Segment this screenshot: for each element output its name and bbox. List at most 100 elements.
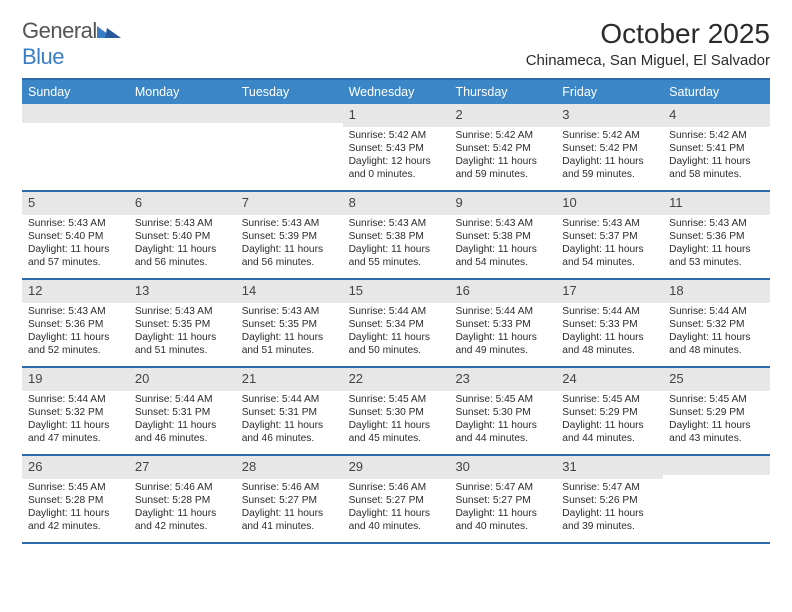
daylight-line2: and 42 minutes.	[135, 520, 230, 533]
sunrise-text: Sunrise: 5:46 AM	[242, 481, 337, 494]
day-number: 1	[349, 107, 356, 122]
week-row: 1Sunrise: 5:42 AMSunset: 5:43 PMDaylight…	[22, 104, 770, 192]
daylight-line1: Daylight: 11 hours	[562, 331, 657, 344]
daylight-line1: Daylight: 11 hours	[562, 507, 657, 520]
daylight-line2: and 48 minutes.	[562, 344, 657, 357]
calendar-cell: 1Sunrise: 5:42 AMSunset: 5:43 PMDaylight…	[343, 104, 450, 190]
week-row: 19Sunrise: 5:44 AMSunset: 5:32 PMDayligh…	[22, 368, 770, 456]
daynum-bar: 16	[449, 280, 556, 303]
daylight-line1: Daylight: 11 hours	[455, 419, 550, 432]
daylight-line2: and 46 minutes.	[242, 432, 337, 445]
day-number: 31	[562, 459, 576, 474]
sunrise-text: Sunrise: 5:47 AM	[455, 481, 550, 494]
daylight-line1: Daylight: 11 hours	[349, 419, 444, 432]
sunset-text: Sunset: 5:39 PM	[242, 230, 337, 243]
calendar-cell: 3Sunrise: 5:42 AMSunset: 5:42 PMDaylight…	[556, 104, 663, 190]
cell-body: Sunrise: 5:45 AMSunset: 5:28 PMDaylight:…	[22, 479, 129, 537]
sunset-text: Sunset: 5:30 PM	[349, 406, 444, 419]
daylight-line2: and 54 minutes.	[562, 256, 657, 269]
cell-body: Sunrise: 5:44 AMSunset: 5:33 PMDaylight:…	[449, 303, 556, 361]
daylight-line2: and 46 minutes.	[135, 432, 230, 445]
day-number: 5	[28, 195, 35, 210]
daylight-line1: Daylight: 11 hours	[455, 331, 550, 344]
daylight-line2: and 56 minutes.	[135, 256, 230, 269]
location: Chinameca, San Miguel, El Salvador	[526, 52, 770, 69]
day-header: Friday	[556, 80, 663, 104]
day-number: 23	[455, 371, 469, 386]
day-number: 30	[455, 459, 469, 474]
daynum-bar: 14	[236, 280, 343, 303]
daynum-bar: 9	[449, 192, 556, 215]
daylight-line1: Daylight: 11 hours	[562, 243, 657, 256]
sunset-text: Sunset: 5:40 PM	[28, 230, 123, 243]
daylight-line2: and 48 minutes.	[669, 344, 764, 357]
day-number: 24	[562, 371, 576, 386]
header: General Blue October 2025 Chinameca, San…	[22, 18, 770, 70]
daylight-line2: and 41 minutes.	[242, 520, 337, 533]
day-number: 9	[455, 195, 462, 210]
cell-body: Sunrise: 5:47 AMSunset: 5:27 PMDaylight:…	[449, 479, 556, 537]
cell-body: Sunrise: 5:42 AMSunset: 5:41 PMDaylight:…	[663, 127, 770, 185]
day-header: Monday	[129, 80, 236, 104]
cell-body: Sunrise: 5:43 AMSunset: 5:39 PMDaylight:…	[236, 215, 343, 273]
sunrise-text: Sunrise: 5:44 AM	[669, 305, 764, 318]
cell-body: Sunrise: 5:44 AMSunset: 5:34 PMDaylight:…	[343, 303, 450, 361]
calendar-cell: 24Sunrise: 5:45 AMSunset: 5:29 PMDayligh…	[556, 368, 663, 454]
daylight-line1: Daylight: 11 hours	[242, 419, 337, 432]
daylight-line2: and 56 minutes.	[242, 256, 337, 269]
day-number: 16	[455, 283, 469, 298]
day-number: 10	[562, 195, 576, 210]
day-number: 7	[242, 195, 249, 210]
cell-body: Sunrise: 5:43 AMSunset: 5:38 PMDaylight:…	[343, 215, 450, 273]
logo-blue: Blue	[22, 44, 64, 69]
daynum-bar: 10	[556, 192, 663, 215]
daynum-bar: 25	[663, 368, 770, 391]
daynum-bar: 29	[343, 456, 450, 479]
daynum-bar: 19	[22, 368, 129, 391]
daylight-line1: Daylight: 11 hours	[28, 507, 123, 520]
calendar-cell: 13 Sunrise: 5:43 AMSunset: 5:35 PMDayligh…	[129, 280, 236, 366]
sunrise-text: Sunrise: 5:45 AM	[562, 393, 657, 406]
calendar-cell: 10Sunrise: 5:43 AMSunset: 5:37 PMDayligh…	[556, 192, 663, 278]
triangle-icon	[97, 24, 121, 40]
daylight-line1: Daylight: 11 hours	[28, 331, 123, 344]
day-number: 25	[669, 371, 683, 386]
sunrise-text: Sunrise: 5:42 AM	[562, 129, 657, 142]
week-row: 5 Sunrise: 5:43 AM Sunset: 5:40 PM Daylight…	[22, 192, 770, 280]
daynum-bar: 1	[343, 104, 450, 127]
sunrise-text: Sunrise: 5:43 AM	[135, 217, 230, 230]
day-header: Saturday	[663, 80, 770, 104]
daynum-bar: 4	[663, 104, 770, 127]
daylight-line2: and 51 minutes.	[135, 344, 230, 357]
daynum-bar: 28	[236, 456, 343, 479]
daynum-bar: 17	[556, 280, 663, 303]
daynum-bar: 22	[343, 368, 450, 391]
daylight-line2: and 52 minutes.	[28, 344, 123, 357]
calendar-cell-blank	[22, 104, 129, 190]
sunrise-text: Sunrise: 5:44 AM	[135, 393, 230, 406]
sunrise-text: Sunrise: 5:45 AM	[455, 393, 550, 406]
daynum-bar: 23	[449, 368, 556, 391]
cell-body: Sunrise: 5:43 AMSunset: 5:35 PMDaylight:…	[129, 303, 236, 361]
day-header: Sunday	[22, 80, 129, 104]
calendar-cell: 22Sunrise: 5:45 AMSunset: 5:30 PMDayligh…	[343, 368, 450, 454]
logo-general: General	[22, 18, 97, 43]
calendar-cell: 16 Sunrise: 5:44 AMSunset: 5:33 PMDayligh…	[449, 280, 556, 366]
cell-body: Sunrise: 5:44 AMSunset: 5:33 PMDaylight:…	[556, 303, 663, 361]
sunset-text: Sunset: 5:36 PM	[669, 230, 764, 243]
cell-body: Sunrise: 5:42 AMSunset: 5:42 PMDaylight:…	[449, 127, 556, 185]
day-number: 13	[135, 283, 149, 298]
day-number: 12	[28, 283, 42, 298]
sunset-text: Sunset: 5:27 PM	[455, 494, 550, 507]
daynum-bar: 5	[22, 192, 129, 215]
daynum-bar: 8	[343, 192, 450, 215]
cell-body: Sunrise: 5:42 AMSunset: 5:42 PMDaylight:…	[556, 127, 663, 185]
sunrise-text: Sunrise: 5:42 AM	[349, 129, 444, 142]
day-header-row: SundayMondayTuesdayWednesdayThursdayFrid…	[22, 80, 770, 104]
month-title: October 2025	[526, 18, 770, 50]
cell-body: Sunrise: 5:46 AMSunset: 5:28 PMDaylight:…	[129, 479, 236, 537]
daylight-line2: and 39 minutes.	[562, 520, 657, 533]
sunset-text: Sunset: 5:43 PM	[349, 142, 444, 155]
logo: General Blue	[22, 18, 121, 70]
sunset-text: Sunset: 5:37 PM	[562, 230, 657, 243]
